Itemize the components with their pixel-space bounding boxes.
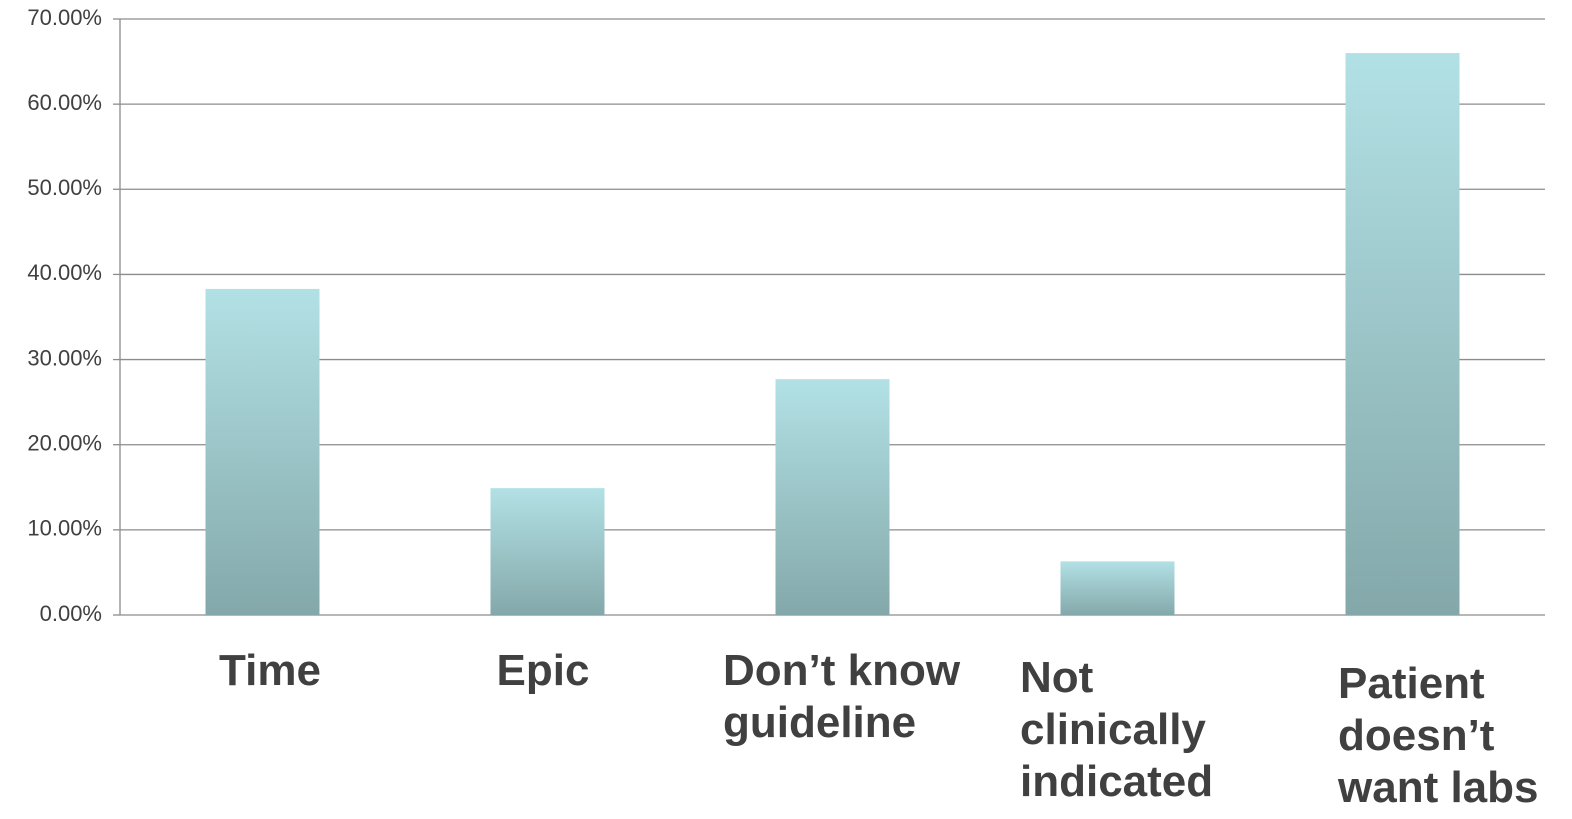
bar [490, 488, 605, 615]
y-tick-label: 10.00% [27, 516, 102, 541]
bar [775, 379, 890, 615]
bar [1060, 561, 1175, 615]
x-tick-label: Not clinically indicated [1020, 653, 1214, 806]
y-tick-label: 0.00% [40, 601, 102, 626]
y-tick-label: 70.00% [27, 5, 102, 30]
y-tick-label: 20.00% [27, 431, 102, 456]
x-tick-label: Don’t know guideline [723, 646, 961, 747]
y-tick-label: 50.00% [27, 175, 102, 200]
y-tick-label: 40.00% [27, 260, 102, 285]
x-tick-label: Patient doesn’t want labs [1338, 659, 1539, 812]
y-tick-label: 30.00% [27, 345, 102, 370]
y-tick-label: 60.00% [27, 90, 102, 115]
bar [1345, 53, 1460, 616]
x-tick-label: Epic [496, 646, 590, 695]
bar [205, 288, 320, 615]
x-tick-label: Time [219, 646, 321, 695]
